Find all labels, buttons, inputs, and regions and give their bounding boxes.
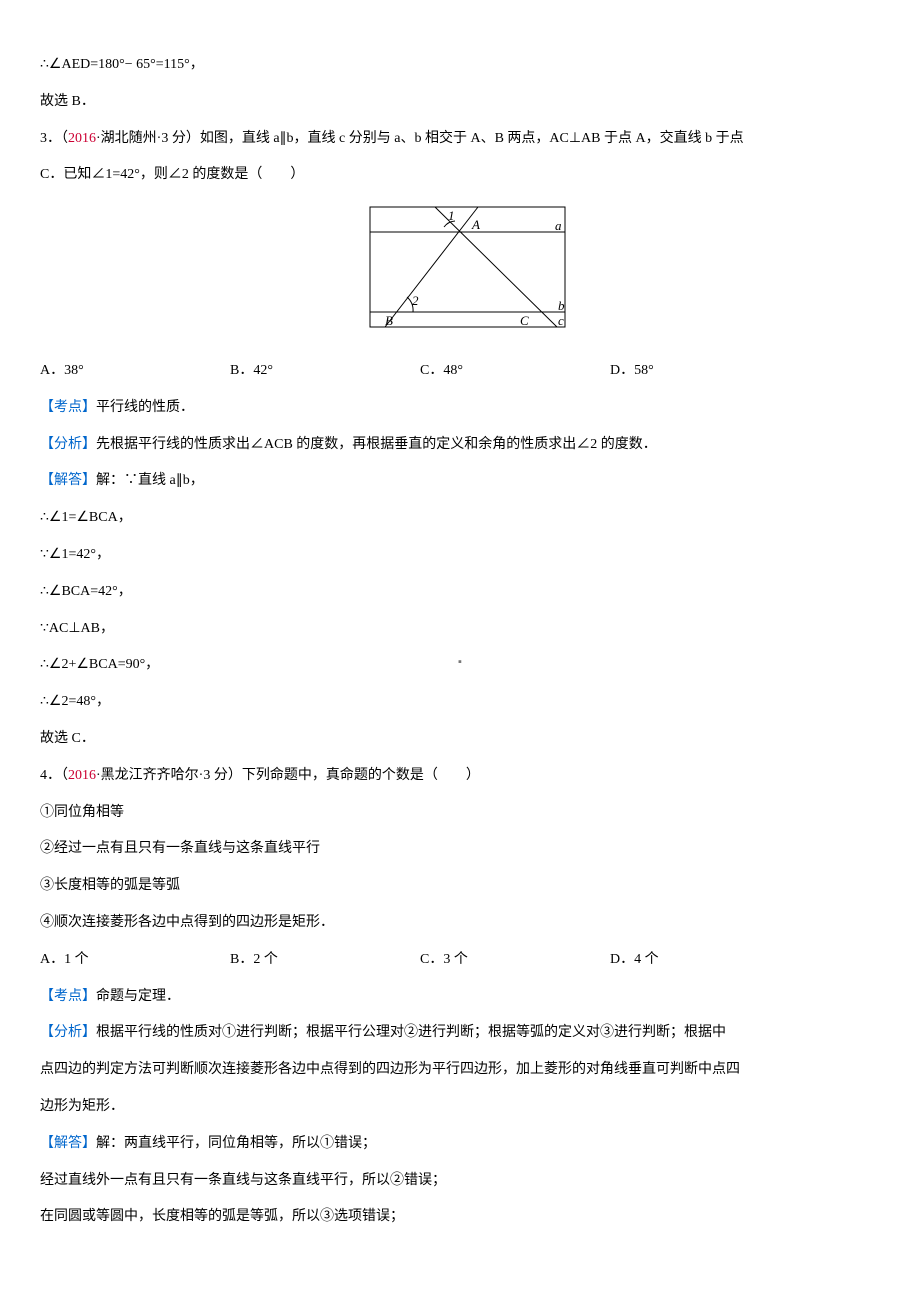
svg-text:c: c <box>558 313 564 328</box>
q4-step2: 在同圆或等圆中，长度相等的弧是等弧，所以③选项错误； <box>40 1202 880 1233</box>
q3-stem-b: ·湖北随州·3 分）如图，直线 a∥b，直线 c 分别与 a、b 相交于 A、B… <box>96 131 744 146</box>
q4-year: 2016 <box>68 768 96 783</box>
svg-text:2: 2 <box>412 293 419 308</box>
q4-option-a: A．1 个 <box>40 945 230 976</box>
q4-option-b: B．2 个 <box>230 945 420 976</box>
q3-option-b: B．42° <box>230 356 420 387</box>
watermark: ▪ <box>458 650 462 674</box>
q3-answer: 故选 C． <box>40 724 880 755</box>
q3-option-d: D．58° <box>610 356 800 387</box>
fenxi-label: 【分析】 <box>40 437 96 452</box>
q4-prefix: 4．（ <box>40 768 68 783</box>
q3-options: A．38° B．42° C．48° D．58° <box>40 356 880 387</box>
svg-text:C: C <box>520 313 529 328</box>
jieda-text: 解：∵直线 a∥b， <box>96 473 204 488</box>
q3-figure: 1 2 A B C a b c <box>40 197 880 350</box>
q3-jieda: 【解答】解：∵直线 a∥b， <box>40 466 880 497</box>
q4-fenxi-line1: 【分析】根据平行线的性质对①进行判断；根据平行公理对②进行判断；根据等弧的定义对… <box>40 1018 880 1049</box>
svg-text:1: 1 <box>448 208 455 223</box>
fenxi-label: 【分析】 <box>40 1025 96 1040</box>
prev-answer: 故选 B． <box>40 87 880 118</box>
q4-item1: ①同位角相等 <box>40 798 880 829</box>
kaodian-text: 命题与定理． <box>96 989 180 1004</box>
svg-text:b: b <box>558 298 565 313</box>
q4-kaodian: 【考点】命题与定理． <box>40 982 880 1013</box>
jieda-text: 解：两直线平行，同位角相等，所以①错误； <box>96 1136 376 1151</box>
q3-fenxi: 【分析】先根据平行线的性质求出∠ACB 的度数，再根据垂直的定义和余角的性质求出… <box>40 430 880 461</box>
q4-item3: ③长度相等的弧是等弧 <box>40 871 880 902</box>
fenxi-text: 先根据平行线的性质求出∠ACB 的度数，再根据垂直的定义和余角的性质求出∠2 的… <box>96 437 657 452</box>
q4-options: A．1 个 B．2 个 C．3 个 D．4 个 <box>40 945 880 976</box>
q3-kaodian: 【考点】平行线的性质． <box>40 393 880 424</box>
q3-step3: ∴∠BCA=42°， <box>40 577 880 608</box>
svg-text:a: a <box>555 218 562 233</box>
q3-option-c: C．48° <box>420 356 610 387</box>
q3-option-a: A．38° <box>40 356 230 387</box>
kaodian-label: 【考点】 <box>40 400 96 415</box>
q4-option-c: C．3 个 <box>420 945 610 976</box>
q3-step2: ∵∠1=42°， <box>40 540 880 571</box>
q3-step4: ∵AC⊥AB， <box>40 614 880 645</box>
q4-stem: 4．（2016·黑龙江齐齐哈尔·3 分）下列命题中，真命题的个数是（ ） <box>40 761 880 792</box>
q4-jieda: 【解答】解：两直线平行，同位角相等，所以①错误； <box>40 1129 880 1160</box>
q3-step1: ∴∠1=∠BCA， <box>40 503 880 534</box>
q4-option-d: D．4 个 <box>610 945 800 976</box>
q3-year: 2016 <box>68 131 96 146</box>
q3-stem-line1: 3．（2016·湖北随州·3 分）如图，直线 a∥b，直线 c 分别与 a、b … <box>40 124 880 155</box>
svg-text:A: A <box>471 217 480 232</box>
kaodian-text: 平行线的性质． <box>96 400 194 415</box>
q4-item2: ②经过一点有且只有一条直线与这条直线平行 <box>40 834 880 865</box>
kaodian-label: 【考点】 <box>40 989 96 1004</box>
svg-text:B: B <box>385 313 393 328</box>
q3-stem-line2: C．已知∠1=42°，则∠2 的度数是（ ） <box>40 160 880 191</box>
fenxi-text1: 根据平行线的性质对①进行判断；根据平行公理对②进行判断；根据等弧的定义对③进行判… <box>96 1025 726 1040</box>
prev-step-1: ∴∠AED=180°− 65°=115°， <box>40 50 880 81</box>
q3-prefix: 3．（ <box>40 131 68 146</box>
q4-item4: ④顺次连接菱形各边中点得到的四边形是矩形． <box>40 908 880 939</box>
q3-step6: ∴∠2=48°， <box>40 687 880 718</box>
q4-step1: 经过直线外一点有且只有一条直线与这条直线平行，所以②错误； <box>40 1166 880 1197</box>
jieda-label: 【解答】 <box>40 1136 96 1151</box>
q4-fenxi-line3: 边形为矩形． <box>40 1092 880 1123</box>
jieda-label: 【解答】 <box>40 473 96 488</box>
q4-stem-b: ·黑龙江齐齐哈尔·3 分）下列命题中，真命题的个数是（ ） <box>96 768 480 783</box>
q4-fenxi-line2: 点四边的判定方法可判断顺次连接菱形各边中点得到的四边形为平行四边形，加上菱形的对… <box>40 1055 880 1086</box>
